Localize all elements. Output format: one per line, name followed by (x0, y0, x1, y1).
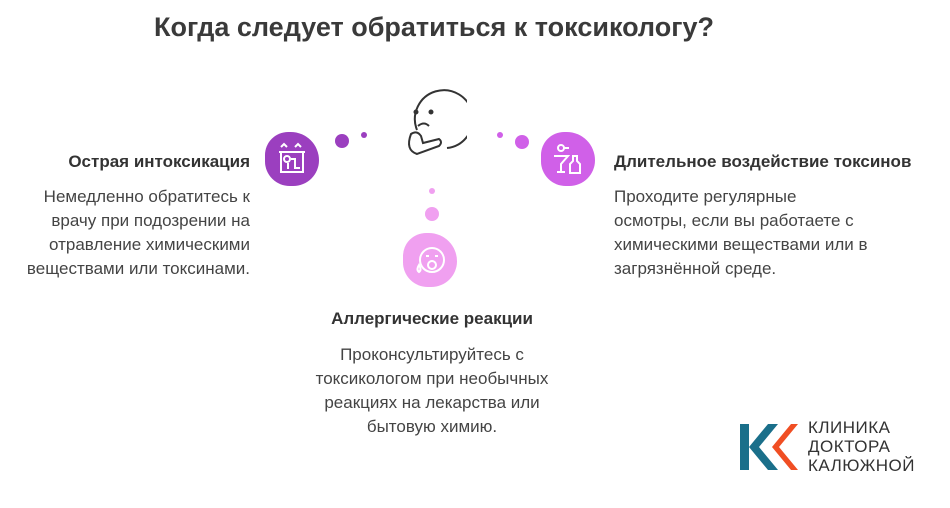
item-text: Проконсультируйтесь с токсикологом при н… (315, 345, 549, 436)
item-text: Проходите регулярные осмотры, если вы ра… (614, 187, 868, 278)
sick-face-icon (403, 233, 457, 287)
fireplace-poison-icon (265, 132, 319, 186)
connector-dot (335, 134, 349, 148)
logo-line: КАЛЮЖНОЙ (808, 456, 915, 475)
connector-dot (425, 207, 439, 221)
connector-dot (361, 132, 367, 138)
item-text: Немедленно обратитесь к врачу при подозр… (26, 187, 250, 278)
logo-line: КЛИНИКА (808, 418, 891, 437)
page-title: Когда следует обратиться к токсикологу? (154, 12, 714, 42)
logo-mark (740, 423, 798, 470)
thinking-face-icon (408, 89, 467, 156)
connector-dot (429, 188, 435, 194)
chemicals-icon (541, 132, 595, 186)
connector-dot (497, 132, 503, 138)
clinic-logo: КЛИНИКА ДОКТОРА КАЛЮЖНОЙ (738, 418, 915, 475)
connector-dot (515, 135, 529, 149)
logo-line: ДОКТОРА (808, 437, 891, 456)
item-title: Аллергические реакции (331, 309, 533, 328)
item-title: Острая интоксикация (68, 152, 250, 171)
item-title: Длительное воздействие токсинов (614, 152, 912, 171)
